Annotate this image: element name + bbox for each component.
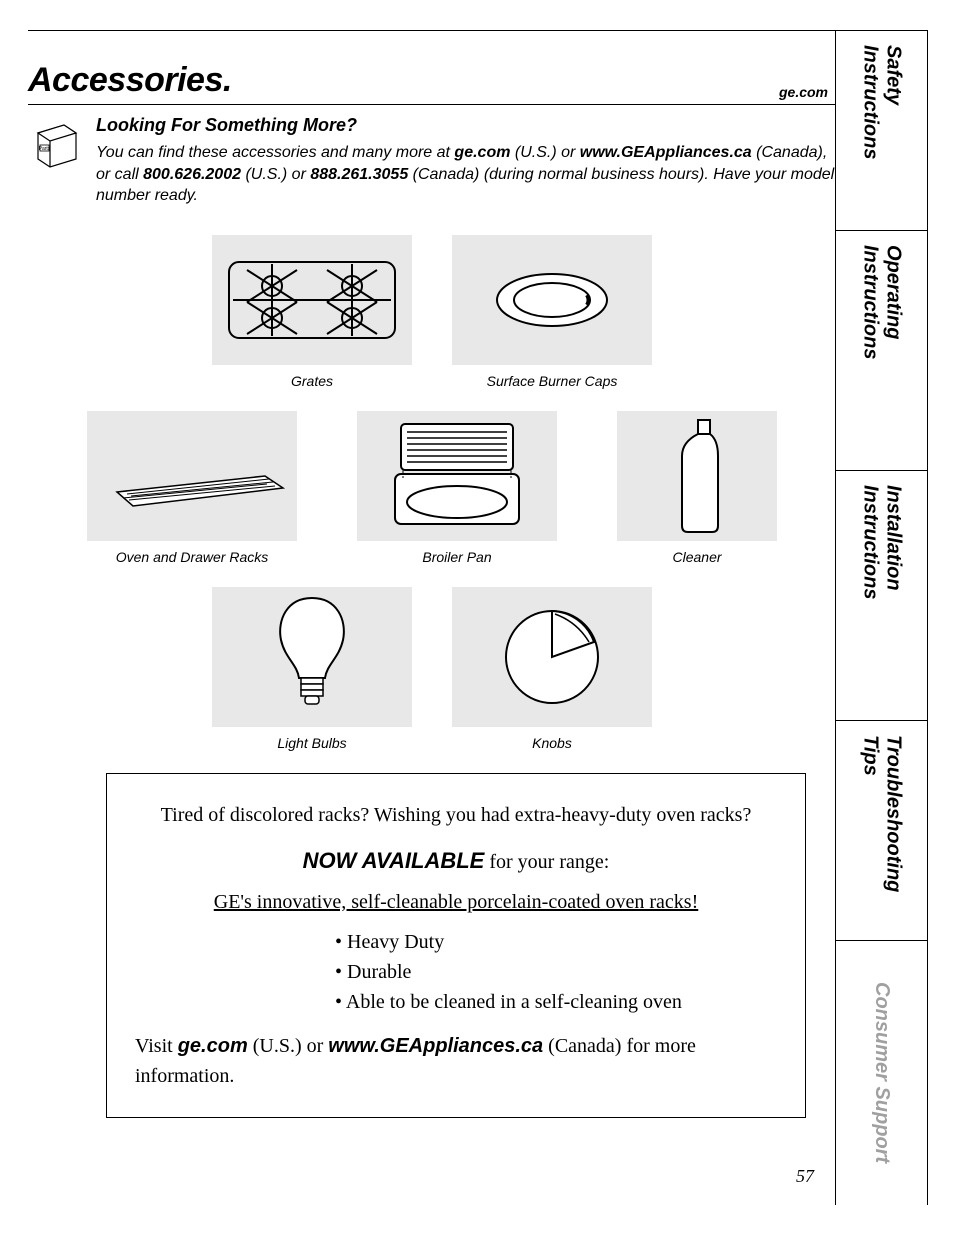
intro-row: Parts Looking For Something More? You ca… (28, 105, 836, 207)
grates-icon (227, 250, 397, 350)
page-title: Accessories. (28, 61, 232, 100)
cleaner-bottle-icon (662, 416, 732, 536)
intro-text: Looking For Something More? You can find… (96, 115, 836, 207)
label-knobs: Knobs (452, 735, 652, 751)
item-broiler: Broiler Pan (357, 411, 557, 565)
parts-icon-label: Parts (39, 146, 51, 152)
side-tabs: Safety Instructions Operating Instructio… (835, 31, 927, 1205)
promo-box: Tired of discolored racks? Wishing you h… (106, 773, 806, 1118)
intro-heading: Looking For Something More? (96, 115, 836, 136)
promo-visit: Visit ge.com (U.S.) or www.GEAppliances.… (135, 1031, 777, 1091)
promo-question: Tired of discolored racks? Wishing you h… (135, 800, 777, 830)
label-cleaner: Cleaner (617, 549, 777, 565)
item-cleaner: Cleaner (617, 411, 777, 565)
item-knobs: Knobs (452, 587, 652, 751)
page-number: 57 (796, 1166, 814, 1187)
knob-icon (497, 602, 607, 712)
bullet-3: Able to be cleaned in a self-cleaning ov… (335, 987, 777, 1017)
item-bulbs: Light Bulbs (212, 587, 412, 751)
promo-now-line: NOW AVAILABLE for your range: (135, 844, 777, 877)
label-broiler: Broiler Pan (357, 549, 557, 565)
tab-consumer-support[interactable]: Consumer Support (836, 941, 927, 1205)
content-column: Accessories. ge.com Parts Looking For So… (28, 31, 836, 1205)
label-grates: Grates (212, 373, 412, 389)
parts-box-icon: Parts (28, 115, 82, 169)
title-row: Accessories. ge.com (28, 31, 836, 105)
tab-safety[interactable]: Safety Instructions (836, 31, 927, 231)
label-bulbs: Light Bulbs (212, 735, 412, 751)
tab-installation[interactable]: Installation Instructions (836, 471, 927, 721)
broiler-icon (377, 416, 537, 536)
bullet-1: Heavy Duty (335, 927, 777, 957)
tab-troubleshooting[interactable]: Troubleshooting Tips (836, 721, 927, 941)
tab-operating[interactable]: Operating Instructions (836, 231, 927, 471)
intro-body: You can find these accessories and many … (96, 142, 836, 207)
item-caps: Surface Burner Caps (452, 235, 652, 389)
label-caps: Surface Burner Caps (452, 373, 652, 389)
label-racks: Oven and Drawer Racks (87, 549, 297, 565)
bullet-2: Durable (335, 957, 777, 987)
header-url: ge.com (779, 84, 828, 100)
promo-headline: GE's innovative, self-cleanable porcelai… (135, 887, 777, 917)
item-racks: Oven and Drawer Racks (87, 411, 297, 565)
lightbulb-icon (267, 592, 357, 722)
page-frame: Accessories. ge.com Parts Looking For So… (28, 30, 928, 1205)
promo-bullets: Heavy Duty Durable Able to be cleaned in… (335, 927, 777, 1017)
accessory-gallery: Grates Surface Burner Caps (28, 235, 836, 751)
item-grates: Grates (212, 235, 412, 389)
rack-icon (97, 436, 287, 516)
burner-cap-icon (487, 265, 617, 335)
